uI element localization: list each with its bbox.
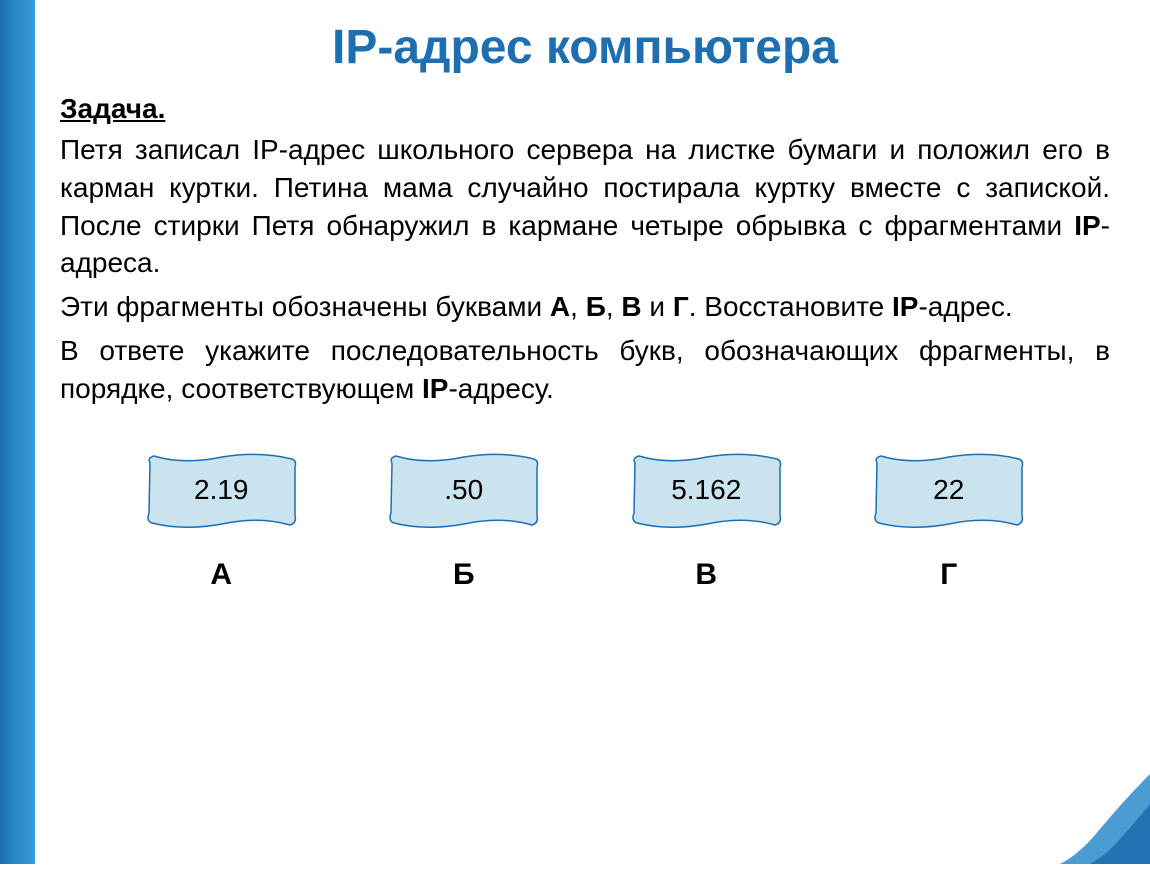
fragment-text: 5.162 — [671, 474, 741, 506]
fragment-label: А — [210, 558, 232, 592]
fragment-box: 2.19 — [144, 453, 299, 528]
fragment-text: 2.19 — [194, 474, 249, 506]
fragment-b: .50 Б — [379, 453, 549, 592]
paragraph-1: Петя записал IP-адрес школьного сервера … — [60, 131, 1110, 282]
fragment-text: .50 — [444, 474, 483, 506]
fragment-label: Г — [940, 558, 957, 592]
slide-content: IP-адрес компьютера Задача. Петя записал… — [60, 20, 1110, 592]
fragment-box: 22 — [871, 453, 1026, 528]
fragment-box: 5.162 — [629, 453, 784, 528]
fragment-box: .50 — [386, 453, 541, 528]
left-accent-stripe — [0, 0, 35, 864]
paragraph-3: В ответе укажите последовательность букв… — [60, 332, 1110, 408]
corner-accent — [1020, 734, 1150, 864]
fragment-a: 2.19 А — [136, 453, 306, 592]
fragment-text: 22 — [933, 474, 964, 506]
paragraph-2: Эти фрагменты обозначены буквами А, Б, В… — [60, 288, 1110, 326]
task-heading: Задача. — [60, 93, 1110, 125]
fragment-label: Б — [453, 558, 475, 592]
fragment-label: В — [695, 558, 717, 592]
fragment-c: 5.162 В — [621, 453, 791, 592]
page-title: IP-адрес компьютера — [60, 20, 1110, 75]
fragments-row: 2.19 А .50 Б 5.162 В — [60, 453, 1110, 592]
fragment-d: 22 Г — [864, 453, 1034, 592]
